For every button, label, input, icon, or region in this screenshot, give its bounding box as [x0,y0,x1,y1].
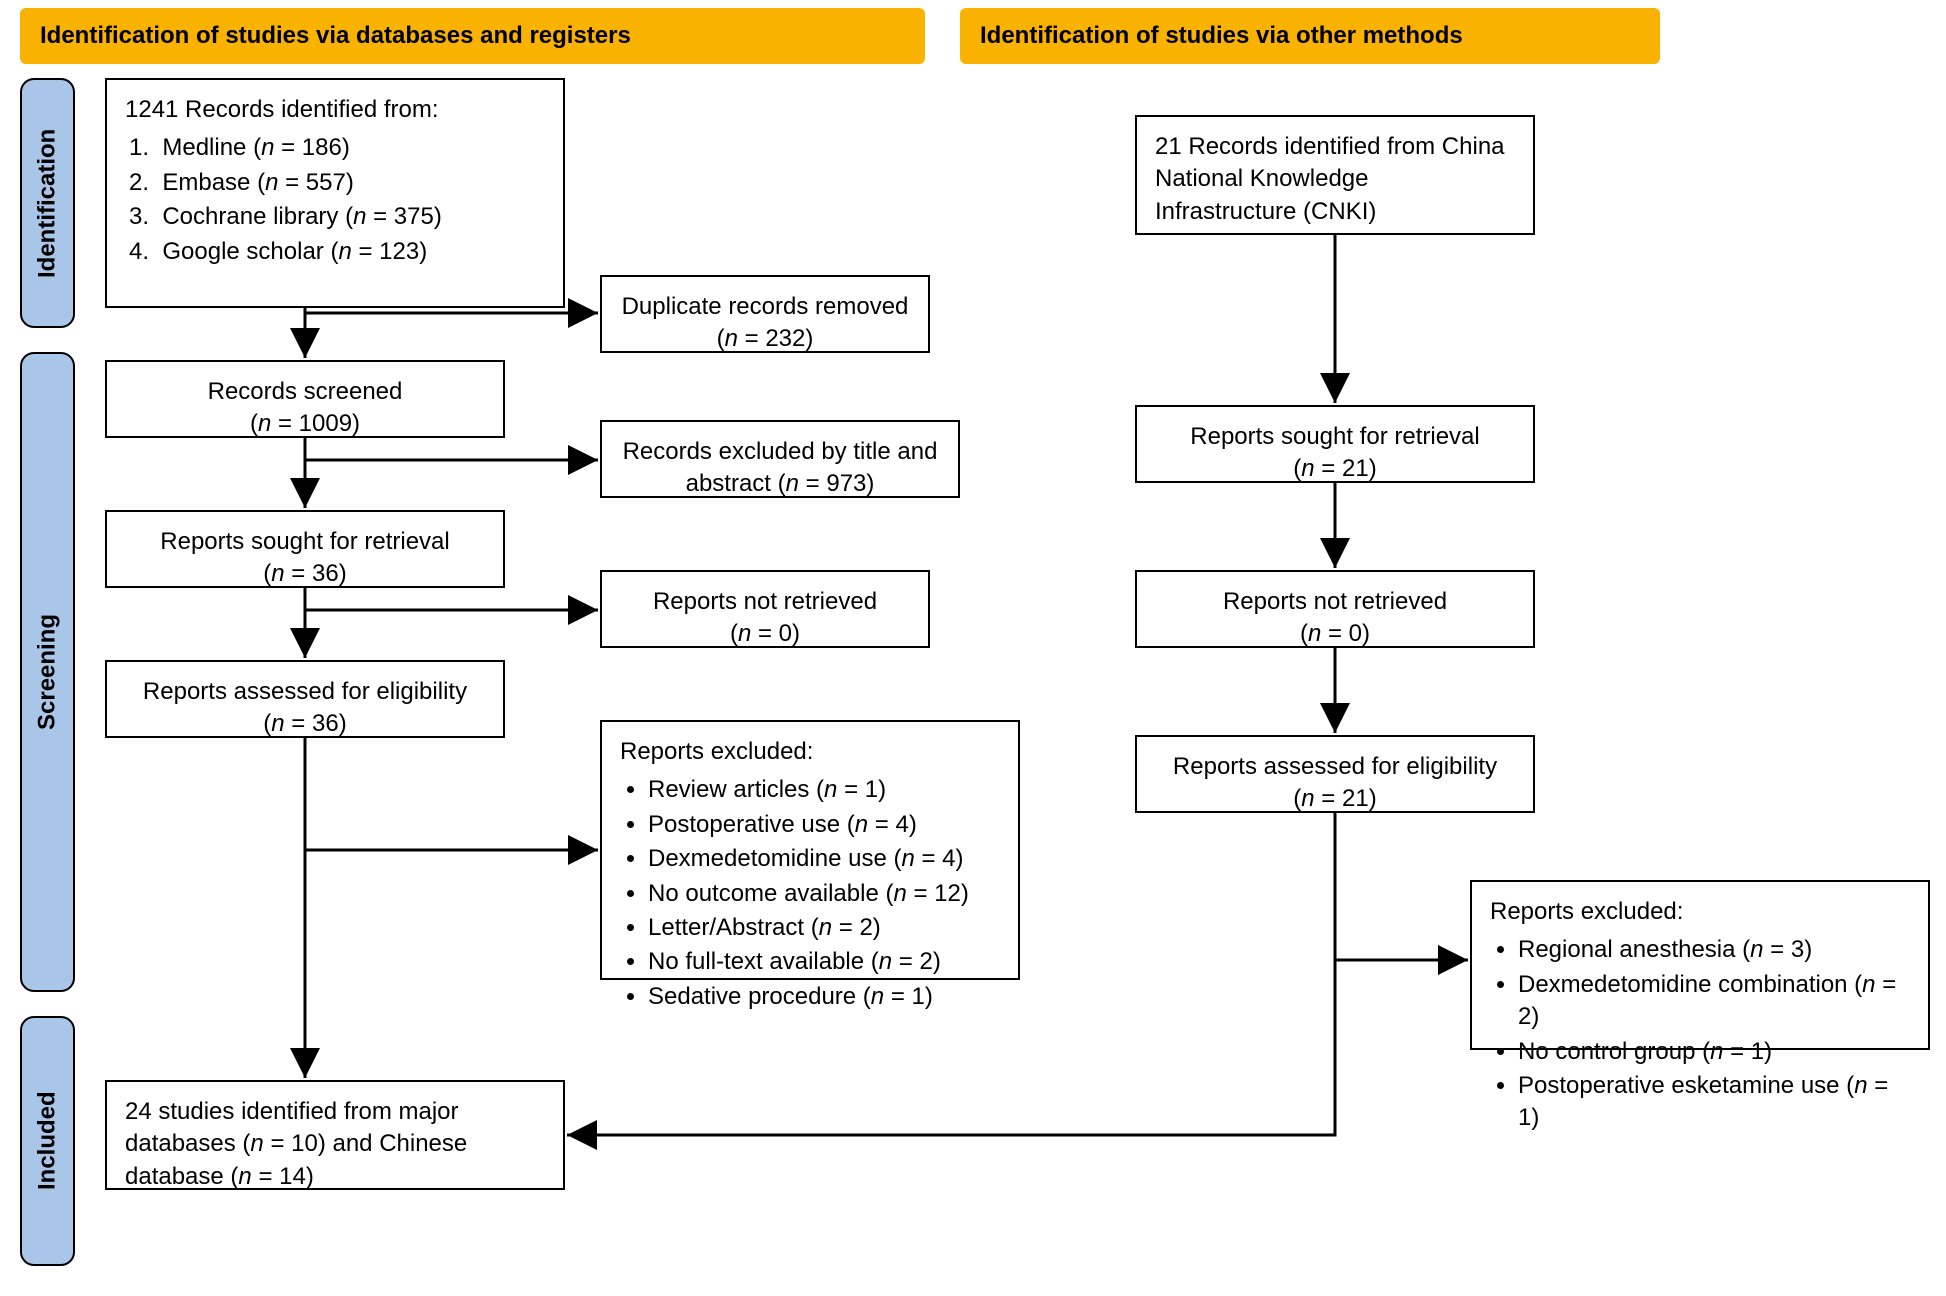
excluded-item: Dexmedetomidine combination (n = 2) [1518,969,1910,1034]
r-assessed-line1: Reports assessed for eligibility [1155,751,1515,783]
box-not-retrieved-cnki: Reports not retrieved (n = 0) [1135,570,1535,648]
box-excluded-title-abstract: Records excluded by title and abstract (… [600,420,960,498]
dup-n: (n = 232) [620,323,910,355]
excluded-item: No control group (n = 1) [1518,1036,1910,1068]
box-sought-retrieval-cnki: Reports sought for retrieval (n = 21) [1135,405,1535,483]
screened-line1: Records screened [125,376,485,408]
box-reports-excluded-cnki: Reports excluded: Regional anesthesia (n… [1470,880,1930,1050]
dup-line1: Duplicate records removed [620,291,910,323]
box-reports-excluded-db: Reports excluded: Review articles (n = 1… [600,720,1020,980]
sought-n: (n = 36) [125,558,485,590]
r-notret-n: (n = 0) [1155,618,1515,650]
excluded-item: Dexmedetomidine use (n = 4) [648,843,1000,875]
screened-n: (n = 1009) [125,408,485,440]
phase-included: Included [20,1016,75,1266]
excl-title: Reports excluded: [620,736,1000,768]
r-sought-line1: Reports sought for retrieval [1155,421,1515,453]
incl-line3: database (n = 14) [125,1161,545,1193]
r-notret-line1: Reports not retrieved [1155,586,1515,618]
r-excl-title: Reports excluded: [1490,896,1910,928]
assessed-n: (n = 36) [125,708,485,740]
r-assessed-n: (n = 21) [1155,783,1515,815]
source-item: 1. Medline (n = 186) [129,132,545,164]
box-sought-retrieval-db: Reports sought for retrieval (n = 36) [105,510,505,588]
records-identified-title: 1241 Records identified from: [125,94,545,126]
source-item: 4. Google scholar (n = 123) [129,236,545,268]
box-duplicates-removed: Duplicate records removed (n = 232) [600,275,930,353]
excluded-item: Postoperative esketamine use (n = 1) [1518,1070,1910,1135]
box-records-identified-cnki: 21 Records identified from China Nationa… [1135,115,1535,235]
source-item: 2. Embase (n = 557) [129,167,545,199]
phase-screening: Screening [20,352,75,992]
phase-identification: Identification [20,78,75,328]
excluded-item: Review articles (n = 1) [648,774,1000,806]
excluded-item: Letter/Abstract (n = 2) [648,912,1000,944]
excluded-item: No full-text available (n = 2) [648,946,1000,978]
box-not-retrieved-db: Reports not retrieved (n = 0) [600,570,930,648]
box-assessed-db: Reports assessed for eligibility (n = 36… [105,660,505,738]
cnki-line2: National Knowledge [1155,163,1515,195]
box-assessed-cnki: Reports assessed for eligibility (n = 21… [1135,735,1535,813]
notret-n: (n = 0) [620,618,910,650]
notret-line1: Reports not retrieved [620,586,910,618]
box-records-identified-db: 1241 Records identified from: 1. Medline… [105,78,565,308]
incl-line2: databases (n = 10) and Chinese [125,1128,545,1160]
header-databases: Identification of studies via databases … [20,8,925,64]
r-sought-n: (n = 21) [1155,453,1515,485]
excluded-item: No outcome available (n = 12) [648,878,1000,910]
cnki-line3: Infrastructure (CNKI) [1155,196,1515,228]
prisma-flowchart: Identification of studies via databases … [0,0,1946,1296]
header-other-methods: Identification of studies via other meth… [960,8,1660,64]
excluded-item: Regional anesthesia (n = 3) [1518,934,1910,966]
incl-line1: 24 studies identified from major [125,1096,545,1128]
assessed-line1: Reports assessed for eligibility [125,676,485,708]
box-included-studies: 24 studies identified from major databas… [105,1080,565,1190]
sought-line1: Reports sought for retrieval [125,526,485,558]
exclta-line1: Records excluded by title and [620,436,940,468]
cnki-line1: 21 Records identified from China [1155,131,1515,163]
box-records-screened: Records screened (n = 1009) [105,360,505,438]
excluded-item: Postoperative use (n = 4) [648,809,1000,841]
excluded-item: Sedative procedure (n = 1) [648,981,1000,1013]
exclta-line2: abstract (n = 973) [620,468,940,500]
source-item: 3. Cochrane library (n = 375) [129,201,545,233]
